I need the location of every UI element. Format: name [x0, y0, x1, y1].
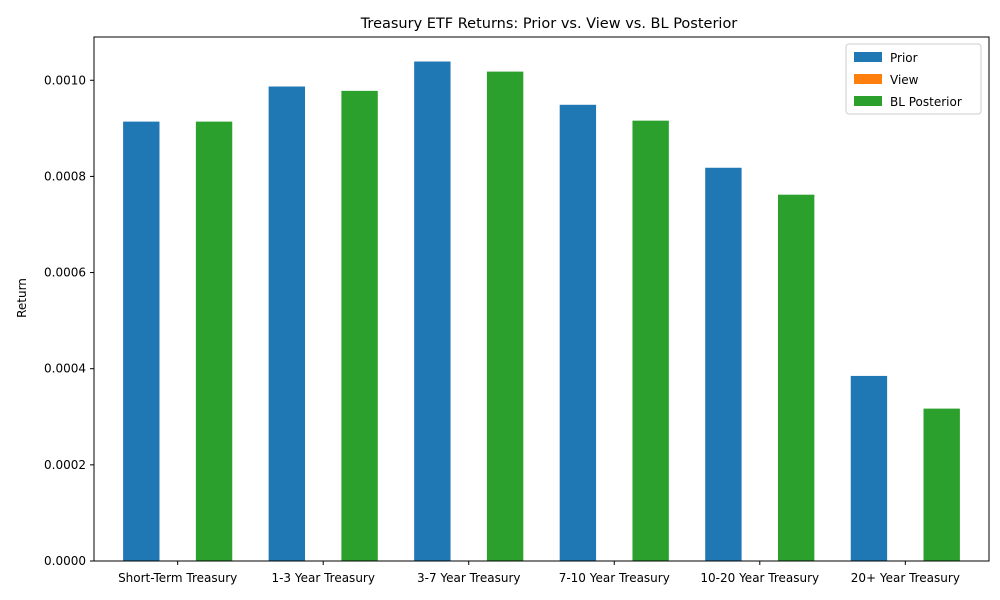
bar-prior-1-3-year-treasury	[269, 87, 305, 561]
x-tick-label: 1-3 Year Treasury	[271, 571, 375, 585]
legend-label: View	[890, 73, 919, 87]
y-tick-label: 0.0010	[44, 73, 86, 87]
bar-bl-posterior-10-20-year-treasury	[778, 195, 814, 561]
bar-bl-posterior-7-10-year-treasury	[632, 121, 668, 561]
bar-prior-20-year-treasury	[851, 376, 887, 561]
legend-swatch-view	[854, 74, 882, 84]
y-tick-label: 0.0006	[44, 266, 86, 280]
bar-prior-10-20-year-treasury	[705, 168, 741, 561]
y-tick-label: 0.0000	[44, 554, 86, 568]
x-tick-label: Short-Term Treasury	[118, 571, 237, 585]
y-axis-label: Return	[15, 278, 29, 318]
x-tick-label: 20+ Year Treasury	[851, 571, 960, 585]
legend-swatch-bl-posterior	[854, 96, 882, 106]
bar-bl-posterior-20-year-treasury	[924, 409, 960, 561]
legend-label: Prior	[890, 51, 918, 65]
legend-label: BL Posterior	[890, 95, 962, 109]
bar-bl-posterior-1-3-year-treasury	[341, 91, 377, 561]
x-tick-label: 10-20 Year Treasury	[700, 571, 819, 585]
chart-title: Treasury ETF Returns: Prior vs. View vs.…	[360, 16, 738, 32]
bar-prior-7-10-year-treasury	[560, 105, 596, 561]
y-tick-label: 0.0002	[44, 458, 86, 472]
bar-prior-3-7-year-treasury	[414, 62, 450, 561]
bar-bl-posterior-3-7-year-treasury	[487, 72, 523, 561]
legend-swatch-prior	[854, 52, 882, 62]
x-tick-label: 3-7 Year Treasury	[417, 571, 521, 585]
y-tick-label: 0.0004	[44, 362, 86, 376]
bar-prior-short-term-treasury	[123, 122, 159, 561]
x-tick-label: 7-10 Year Treasury	[559, 571, 670, 585]
y-tick-label: 0.0008	[44, 169, 86, 183]
bar-bl-posterior-short-term-treasury	[196, 122, 232, 561]
